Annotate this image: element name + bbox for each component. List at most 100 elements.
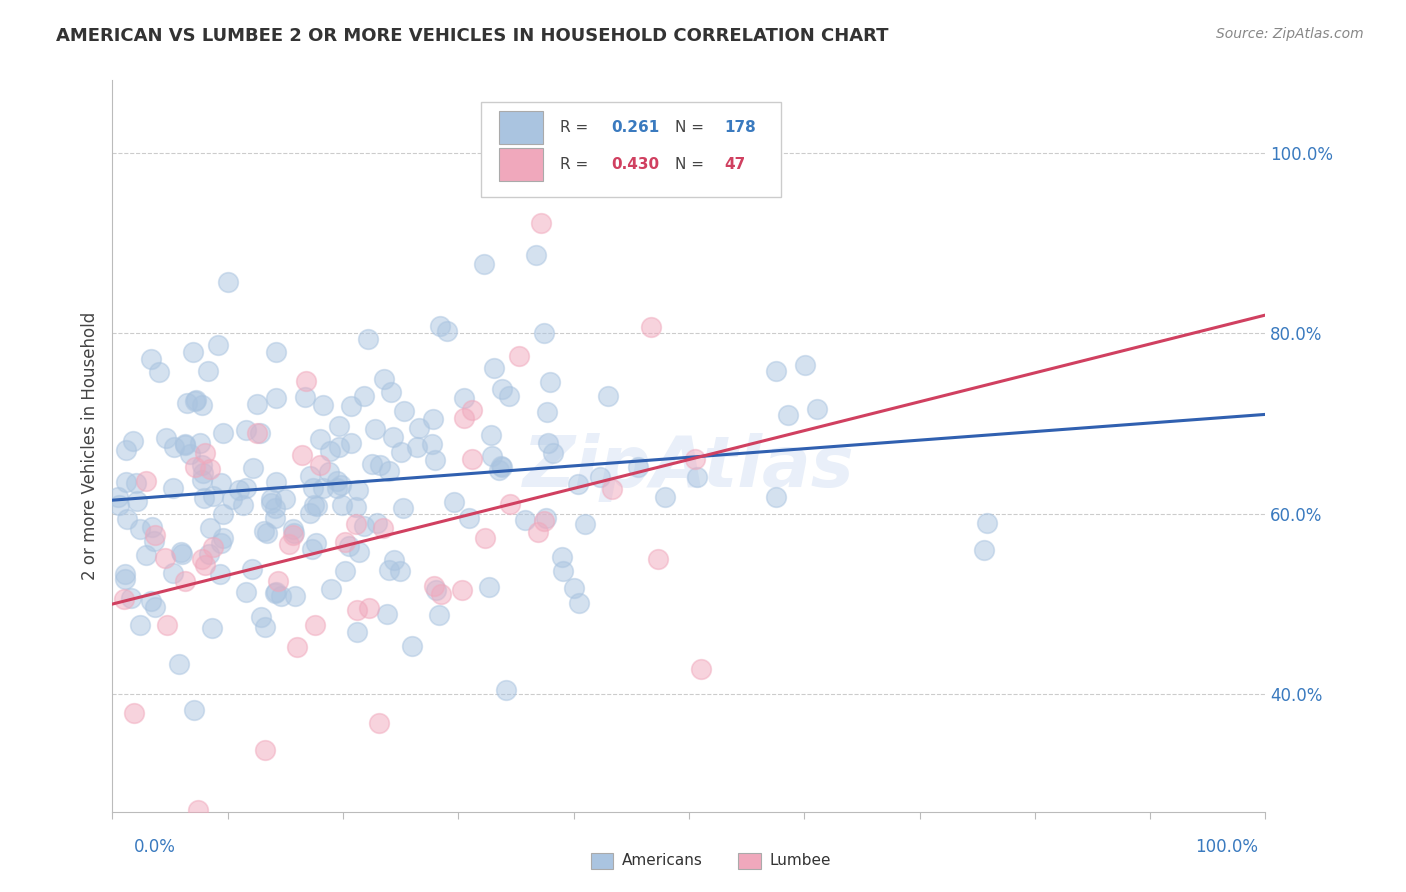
Point xyxy=(197,364,219,378)
Point xyxy=(301,541,323,556)
Text: N =: N = xyxy=(675,120,709,136)
Point xyxy=(198,461,221,475)
Point xyxy=(536,510,558,524)
Point xyxy=(253,742,276,756)
Point xyxy=(640,319,662,334)
Text: 0.261: 0.261 xyxy=(612,120,659,136)
Text: Lumbee: Lumbee xyxy=(769,854,831,868)
Point xyxy=(436,325,458,339)
Point xyxy=(135,474,157,488)
Text: 47: 47 xyxy=(724,157,747,172)
Point xyxy=(141,520,163,534)
Point xyxy=(148,366,170,380)
Point xyxy=(429,318,451,333)
Point xyxy=(333,535,356,549)
Point xyxy=(294,374,316,388)
Point xyxy=(353,389,375,403)
Point xyxy=(420,437,443,451)
Point xyxy=(249,425,271,440)
Point xyxy=(181,344,204,359)
Point xyxy=(221,492,243,507)
Point xyxy=(536,405,558,419)
Point xyxy=(273,492,295,507)
Point xyxy=(246,425,269,440)
Point xyxy=(647,551,669,566)
Point xyxy=(264,510,287,524)
Point xyxy=(508,349,530,363)
Point xyxy=(513,513,536,527)
Point xyxy=(474,532,496,546)
Point xyxy=(481,427,503,442)
Point xyxy=(453,411,475,425)
Point xyxy=(266,345,288,359)
Point xyxy=(540,375,562,389)
Point xyxy=(425,583,447,598)
Point xyxy=(302,481,325,495)
Point xyxy=(187,803,209,817)
Text: R =: R = xyxy=(560,157,593,172)
Point xyxy=(461,403,484,417)
Point xyxy=(128,522,150,536)
Point xyxy=(153,550,176,565)
Point xyxy=(304,536,326,550)
FancyBboxPatch shape xyxy=(499,148,543,181)
Point xyxy=(264,501,287,516)
Point xyxy=(537,435,560,450)
Point xyxy=(380,384,402,399)
Point xyxy=(357,332,380,346)
Point xyxy=(285,640,308,655)
Point xyxy=(198,521,221,535)
Text: N =: N = xyxy=(675,157,709,172)
FancyBboxPatch shape xyxy=(499,112,543,145)
Point xyxy=(155,617,177,632)
Point xyxy=(256,526,278,541)
Point xyxy=(270,589,292,603)
Point xyxy=(232,499,254,513)
Point xyxy=(254,620,277,634)
Point xyxy=(179,447,201,461)
Point xyxy=(472,258,495,272)
Point xyxy=(128,617,150,632)
Point xyxy=(264,586,287,600)
Point xyxy=(330,498,353,512)
Point xyxy=(765,364,787,378)
Point xyxy=(627,460,650,475)
Point xyxy=(193,491,215,505)
Point xyxy=(360,457,382,471)
Point xyxy=(325,481,347,495)
Point xyxy=(143,599,166,614)
Point xyxy=(207,338,229,352)
Point xyxy=(430,587,453,601)
Point xyxy=(294,390,316,404)
Point xyxy=(344,517,367,532)
Text: Americans: Americans xyxy=(621,854,703,868)
Point xyxy=(527,524,550,539)
Text: Source: ZipAtlas.com: Source: ZipAtlas.com xyxy=(1216,27,1364,41)
Point xyxy=(122,706,145,721)
Point xyxy=(235,423,257,437)
Text: 0.430: 0.430 xyxy=(612,157,659,172)
Point xyxy=(489,459,512,474)
Point xyxy=(375,607,398,622)
Point xyxy=(173,574,195,588)
Point xyxy=(184,460,207,475)
Point xyxy=(596,389,619,403)
Point xyxy=(191,398,214,412)
Point xyxy=(530,216,553,230)
Point xyxy=(250,609,273,624)
Point xyxy=(186,392,208,407)
Point xyxy=(589,469,612,483)
Point xyxy=(162,481,184,495)
Point xyxy=(422,579,444,593)
Point xyxy=(347,544,370,558)
Point xyxy=(114,567,136,582)
Point xyxy=(141,594,163,608)
Point xyxy=(488,463,510,477)
Point xyxy=(209,536,232,550)
Point xyxy=(173,437,195,451)
Point xyxy=(328,419,350,434)
Point xyxy=(457,510,479,524)
Point xyxy=(562,581,585,595)
Point xyxy=(484,361,506,376)
Point xyxy=(481,449,503,463)
